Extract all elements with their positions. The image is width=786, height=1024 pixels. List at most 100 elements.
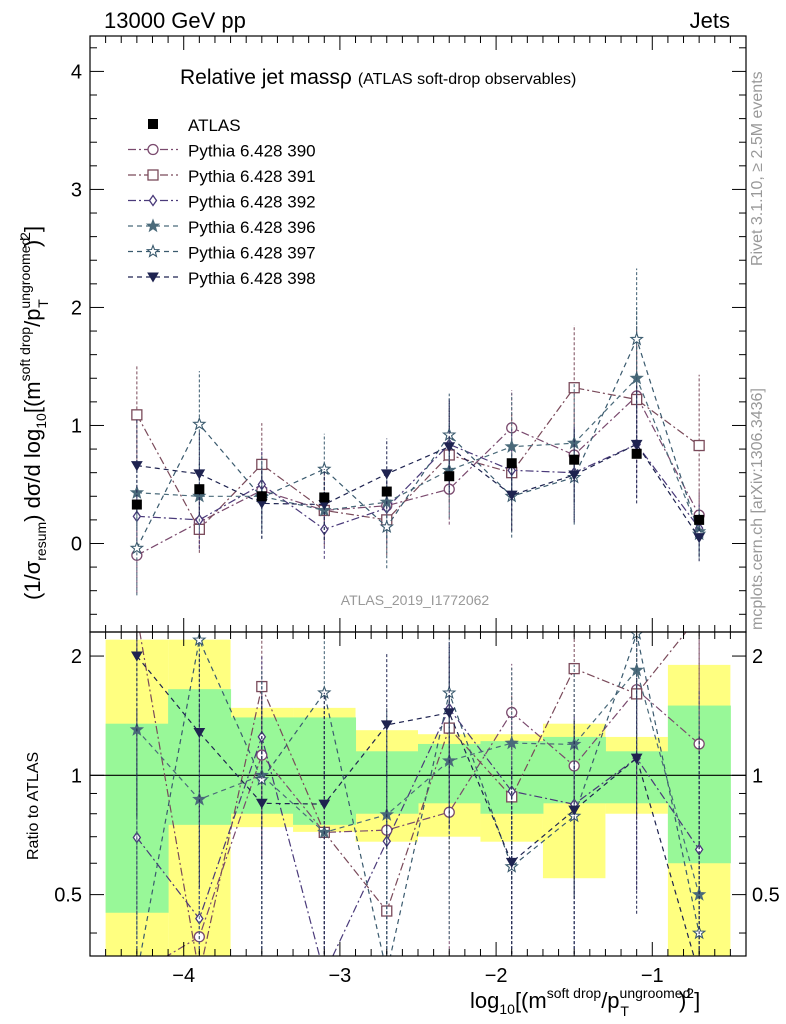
series-line bbox=[136, 395, 700, 556]
ratio-line bbox=[139, 632, 687, 956]
legend-marker bbox=[147, 169, 159, 181]
atlas-data-point bbox=[444, 471, 455, 482]
y-tick-label: 3 bbox=[71, 179, 82, 201]
series-line bbox=[136, 377, 700, 532]
data-point bbox=[129, 540, 145, 555]
legend-marker bbox=[147, 143, 159, 156]
y-tick-label: 0 bbox=[71, 533, 82, 555]
legend-label: Pythia 6.428 398 bbox=[188, 269, 316, 288]
ratio-point bbox=[318, 799, 331, 810]
ratio-point bbox=[317, 685, 332, 699]
ratio-point bbox=[380, 720, 393, 731]
ratio-series-6 bbox=[130, 632, 700, 956]
ratio-point bbox=[192, 632, 207, 647]
data-point bbox=[629, 331, 644, 346]
legend: ATLAS Pythia 6.428 390 Pythia 6.428 391 Pyt… bbox=[128, 116, 316, 288]
legend-marker bbox=[148, 194, 158, 207]
ratio-point bbox=[256, 749, 268, 761]
ratio-point bbox=[694, 843, 704, 856]
data-point bbox=[443, 442, 456, 453]
ratio-line bbox=[136, 668, 700, 895]
ratio-line bbox=[136, 655, 695, 956]
ratio-line bbox=[136, 707, 700, 956]
atlas-data-point bbox=[506, 458, 517, 469]
y-tick-label: 4 bbox=[71, 61, 82, 83]
ratio-y-tick-label: 0.5 bbox=[54, 885, 82, 907]
data-point bbox=[693, 533, 706, 544]
ratio-point bbox=[504, 735, 519, 750]
ratio-y-tick-label: 1 bbox=[71, 765, 82, 787]
ratio-y-tick-label: 1 bbox=[752, 765, 763, 787]
legend-label: Pythia 6.428 397 bbox=[188, 244, 316, 263]
y-axis-label: (1/σresum) dσ/d log10[(msoft drop/pungro… bbox=[17, 226, 51, 600]
data-point bbox=[130, 461, 143, 472]
ratio-uncertainty-bands bbox=[105, 639, 731, 956]
plot-title-main: Relative jet massρ bbox=[180, 66, 352, 89]
legend-marker-atlas bbox=[148, 119, 158, 129]
series-line bbox=[136, 443, 700, 530]
ratio-line bbox=[139, 632, 700, 956]
header-process: 13000 GeV pp bbox=[104, 8, 246, 33]
atlas-data-point bbox=[194, 484, 205, 495]
series-6 bbox=[130, 385, 706, 562]
watermark: ATLAS_2019_I1772062 bbox=[341, 592, 490, 608]
atlas-data-point bbox=[631, 448, 642, 459]
atlas-data-point bbox=[694, 514, 705, 525]
data-point bbox=[131, 409, 143, 421]
x-tick-label: −3 bbox=[328, 965, 351, 987]
ratio-y-axis-label: Ratio to ATLAS bbox=[25, 752, 42, 860]
ratio-point bbox=[130, 651, 143, 662]
data-point bbox=[568, 470, 581, 481]
data-point bbox=[504, 439, 519, 453]
y-tick-label: 2 bbox=[71, 297, 82, 319]
series-line bbox=[136, 337, 700, 549]
data-point bbox=[380, 469, 393, 480]
main-panel: 0 1 2 3 4 bbox=[71, 35, 747, 633]
series-5 bbox=[129, 268, 707, 596]
data-point bbox=[379, 519, 394, 534]
mcplots-reference-label: mcplots.cern.ch [arXiv:1306.3436] bbox=[749, 388, 766, 630]
series-3 bbox=[132, 391, 704, 559]
ratio-point bbox=[630, 753, 643, 764]
atlas-data-point bbox=[381, 486, 392, 497]
ratio-point bbox=[443, 708, 456, 719]
legend-label-atlas: ATLAS bbox=[188, 116, 241, 135]
rivet-version-label: Rivet 3.1.10, ≥ 2.5M events bbox=[749, 71, 766, 266]
plot-subtitle: (ATLAS soft-drop observables) bbox=[358, 71, 576, 88]
legend-label: Pythia 6.428 391 bbox=[188, 167, 316, 186]
x-tick-label: −4 bbox=[172, 965, 195, 987]
x-tick-label: −1 bbox=[641, 965, 664, 987]
ratio-point bbox=[568, 805, 581, 816]
ratio-y-tick-label: 2 bbox=[71, 646, 82, 668]
series-line bbox=[136, 387, 700, 531]
data-point bbox=[317, 461, 332, 476]
legend-label: Pythia 6.428 390 bbox=[188, 142, 316, 161]
data-point bbox=[630, 439, 643, 450]
y-tick-label: 1 bbox=[71, 415, 82, 437]
legend-marker bbox=[145, 218, 161, 233]
data-point bbox=[505, 490, 518, 501]
series-line bbox=[136, 443, 700, 538]
header-observable: Jets bbox=[690, 8, 730, 33]
atlas-data-point bbox=[319, 492, 330, 503]
ratio-point bbox=[381, 905, 393, 917]
atlas-data-point bbox=[569, 454, 580, 465]
plot-title: Relative jet massρ (ATLAS soft-drop obser… bbox=[180, 66, 576, 89]
ratio-point bbox=[505, 857, 518, 868]
data-point bbox=[193, 469, 206, 480]
ratio-point bbox=[255, 798, 268, 809]
atlas-data-point bbox=[131, 499, 142, 510]
data-point bbox=[693, 439, 705, 452]
series-2 bbox=[131, 325, 705, 556]
x-tick-label: −2 bbox=[485, 965, 508, 987]
atlas-data bbox=[131, 448, 705, 525]
ratio-point bbox=[568, 662, 580, 675]
x-axis-label: log10[(msoft drop/pungroomed T)2] bbox=[470, 985, 700, 1019]
atlas-data-point bbox=[256, 491, 267, 502]
series-4 bbox=[129, 307, 707, 556]
ratio-y-tick-label: 0.5 bbox=[752, 885, 780, 907]
ratio-panel: 0.5 0.5 1 1 2 2 −4 −3 −2 −1 bbox=[54, 631, 780, 987]
legend-label: Pythia 6.428 392 bbox=[188, 193, 316, 212]
legend-marker bbox=[147, 272, 159, 283]
